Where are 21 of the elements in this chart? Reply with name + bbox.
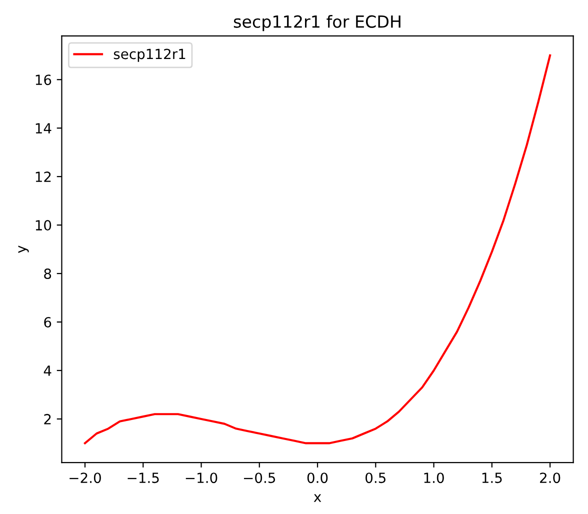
x-tick-label: 2.0 [540, 472, 560, 484]
x-tick-label: −0.5 [244, 472, 276, 484]
y-tick-label: 16 [36, 74, 52, 86]
x-tick-label: −1.5 [128, 472, 159, 484]
y-tick-label: 6 [44, 316, 52, 328]
y-axis-title: y [18, 246, 29, 253]
x-tick-label: 0.5 [366, 472, 386, 484]
y-tick-label: 8 [44, 268, 52, 280]
y-tick-label: 4 [44, 366, 52, 376]
y-tick-label: 12 [36, 172, 51, 182]
y-tick-label: 10 [36, 220, 52, 231]
legend-label: secp112r1 [114, 48, 186, 62]
x-tick-label: 1.5 [482, 472, 502, 484]
x-tick-label: 1.0 [424, 472, 444, 484]
y-tick-label: 14 [36, 123, 52, 134]
x-axis-title: x [314, 494, 322, 502]
x-tick-label: 0.0 [307, 472, 328, 484]
x-tick-label: −1.0 [186, 472, 218, 484]
y-tick-label: 2 [44, 414, 51, 424]
x-tick-label: −2.0 [70, 472, 101, 484]
chart-title: secp112r1 for ECDH [234, 14, 400, 32]
